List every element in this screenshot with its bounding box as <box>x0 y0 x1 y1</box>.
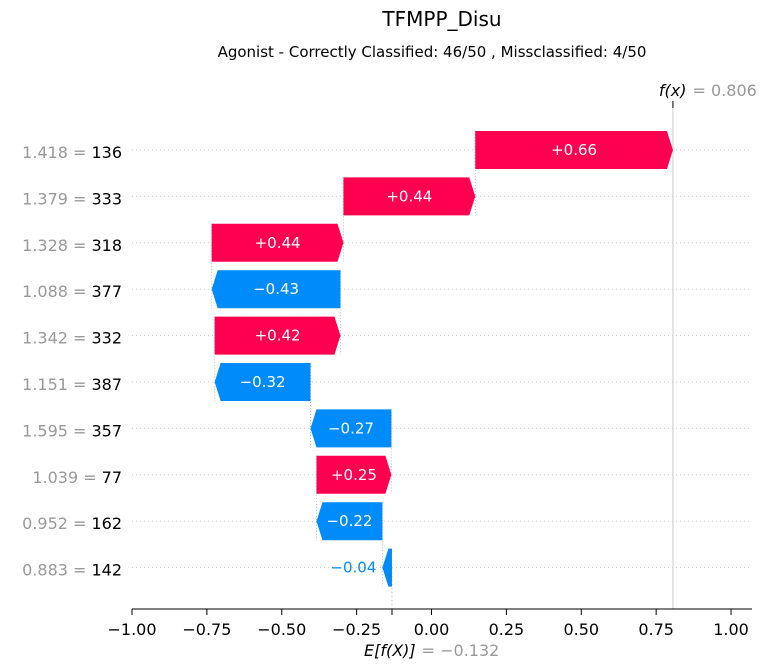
feature-label: 1.342 = 332 <box>22 329 122 348</box>
x-tick-label: −0.75 <box>182 620 231 639</box>
bar-333 <box>343 177 476 216</box>
bar-357 <box>310 409 392 448</box>
x-tick-label: 0.50 <box>563 620 599 639</box>
bar-value-label: +0.44 <box>255 234 301 252</box>
feature-name: 162 <box>91 514 122 533</box>
feature-value: 1.418 = <box>22 143 86 162</box>
chart-subtitle: Agonist - Correctly Classified: 46/50 , … <box>218 43 647 61</box>
bars: +0.66 +0.44 +0.44 −0.43 +0.42 −0.32 −0.27 +0.25… <box>211 131 673 587</box>
feature-name: 333 <box>91 189 122 208</box>
feature-label: 1.595 = 357 <box>22 421 122 440</box>
x-tick-label: −0.50 <box>257 620 306 639</box>
feature-name: 318 <box>91 236 122 255</box>
output-value-annotation: f(x) = 0.806 <box>659 81 757 100</box>
feature-name: 136 <box>91 143 122 162</box>
bar-136 <box>475 131 673 169</box>
connector-lines <box>211 131 476 587</box>
bar-value-label: −0.32 <box>240 373 286 391</box>
feature-label: 1.039 = 77 <box>32 468 122 487</box>
x-tick-label: −1.00 <box>107 620 156 639</box>
feature-label: 0.883 = 142 <box>22 561 122 580</box>
x-axis: −1.00 −0.75 −0.50 −0.25 0.00 0.25 0.50 0.75 1.00 <box>107 608 752 639</box>
x-tick-label: 0.25 <box>489 620 525 639</box>
feature-name: 387 <box>91 375 122 394</box>
bar-162 <box>316 502 383 541</box>
feature-value: 1.151 = <box>22 375 86 394</box>
x-tick-label: 0.75 <box>638 620 674 639</box>
feature-label: 1.379 = 333 <box>22 189 122 208</box>
bar-value-label: +0.66 <box>551 141 597 159</box>
feature-name: 142 <box>91 561 122 580</box>
bar-377 <box>211 270 341 309</box>
feature-value: 0.883 = <box>22 561 86 580</box>
bar-value-label: −0.43 <box>253 280 299 298</box>
bar-value-label: −0.22 <box>326 512 372 530</box>
bar-77 <box>316 455 392 494</box>
feature-value: 1.379 = <box>22 189 86 208</box>
feature-name: 77 <box>102 468 122 487</box>
feature-value: 1.088 = <box>22 282 86 301</box>
bar-142 <box>382 548 392 587</box>
feature-label: 1.151 = 387 <box>22 375 122 394</box>
feature-label: 1.418 = 136 <box>22 143 122 162</box>
feature-value: 0.952 = <box>22 514 86 533</box>
bar-387 <box>214 363 311 401</box>
feature-label: 1.328 = 318 <box>22 236 122 255</box>
feature-name: 377 <box>91 282 122 301</box>
feature-value: 1.342 = <box>22 329 86 348</box>
x-tick-label: 0.00 <box>414 620 450 639</box>
bar-value-label: +0.44 <box>386 187 432 205</box>
bar-value-label: −0.04 <box>330 559 376 577</box>
bar-332 <box>214 316 341 355</box>
x-tick-label: −0.25 <box>332 620 381 639</box>
base-value-annotation: E[f(X)] = −0.132 <box>364 641 499 660</box>
bar-318 <box>211 223 344 262</box>
feature-label: 1.088 = 377 <box>22 282 122 301</box>
feature-labels: 1.418 = 136 1.379 = 333 1.328 = 318 1.088 = 377… <box>22 143 122 580</box>
feature-value: 1.328 = <box>22 236 86 255</box>
feature-value: 1.595 = <box>22 421 86 440</box>
feature-label: 0.952 = 162 <box>22 514 122 533</box>
base-value-text: = −0.132 <box>422 641 500 660</box>
base-value-label: E[f(X)] <box>364 641 416 660</box>
output-value-text: = 0.806 <box>693 81 757 100</box>
chart-title: TFMPP_Disu <box>381 7 501 31</box>
bar-value-label: −0.27 <box>328 419 374 437</box>
feature-value: 1.039 = <box>32 468 96 487</box>
feature-name: 332 <box>91 329 122 348</box>
annotations: f(x) = 0.806 E[f(X)] = −0.132 <box>364 81 757 660</box>
feature-name: 357 <box>91 421 122 440</box>
bar-value-label: +0.25 <box>331 466 377 484</box>
bar-value-label: +0.42 <box>255 327 301 345</box>
x-tick-label: 1.00 <box>713 620 749 639</box>
output-value-label: f(x) <box>659 81 687 100</box>
